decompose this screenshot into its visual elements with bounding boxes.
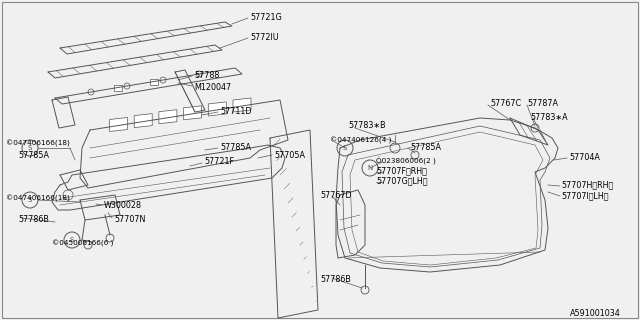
Text: 57721G: 57721G [250, 13, 282, 22]
Text: S: S [28, 197, 32, 203]
Text: ©047406166(18): ©047406166(18) [6, 140, 70, 147]
Text: 57783∗A: 57783∗A [530, 113, 568, 122]
Text: 57707H〈RH〉: 57707H〈RH〉 [561, 180, 613, 189]
Polygon shape [134, 114, 152, 128]
Text: ©047406166(18): ©047406166(18) [6, 195, 70, 202]
Text: 57711D: 57711D [220, 108, 252, 116]
Text: 57707G〈LH〉: 57707G〈LH〉 [376, 177, 428, 186]
Text: 57786B: 57786B [18, 215, 49, 225]
Text: 57785A: 57785A [18, 151, 49, 161]
Text: S: S [70, 237, 74, 243]
Text: 57788: 57788 [194, 70, 220, 79]
Polygon shape [159, 110, 177, 124]
Polygon shape [109, 117, 127, 132]
Text: 57785A: 57785A [410, 142, 441, 151]
Polygon shape [184, 106, 202, 120]
Text: 57707I〈LH〉: 57707I〈LH〉 [561, 191, 609, 201]
Text: Ô023806006(2 ): Ô023806006(2 ) [376, 157, 436, 165]
Bar [150, 78, 158, 84]
Text: 5772IU: 5772IU [250, 34, 279, 43]
Text: S: S [28, 145, 32, 151]
Text: 57704A: 57704A [569, 153, 600, 162]
Text: 57786B: 57786B [320, 275, 351, 284]
Polygon shape [233, 98, 251, 112]
Text: 57787A: 57787A [527, 100, 558, 108]
Text: 57783∗B: 57783∗B [348, 122, 386, 131]
Text: N: N [367, 165, 372, 171]
Text: 57785A: 57785A [220, 142, 251, 151]
Text: A591001034: A591001034 [570, 309, 621, 318]
Text: 57767D: 57767D [320, 191, 351, 201]
Text: M120047: M120047 [194, 83, 231, 92]
Text: 57707F〈RH〉: 57707F〈RH〉 [376, 166, 427, 175]
Text: W300028: W300028 [104, 201, 142, 210]
Text: 57721F: 57721F [204, 157, 234, 166]
Text: ©045006166(6 ): ©045006166(6 ) [52, 239, 113, 247]
Text: 57707N: 57707N [114, 215, 145, 225]
Bar [114, 84, 122, 91]
Text: 57705A: 57705A [274, 150, 305, 159]
Polygon shape [208, 102, 227, 116]
Text: ©047406126(4 ): ©047406126(4 ) [330, 136, 392, 144]
Text: 57767C: 57767C [490, 100, 521, 108]
Text: S: S [343, 145, 347, 151]
